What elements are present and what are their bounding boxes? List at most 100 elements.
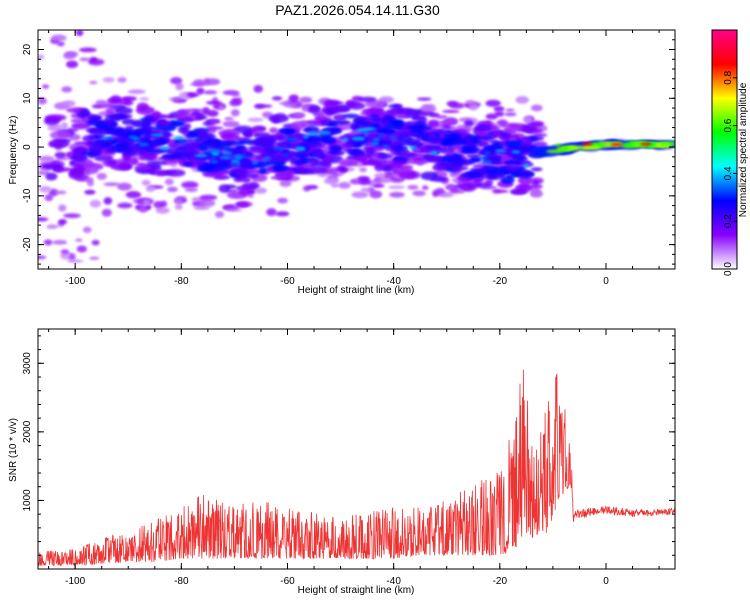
- core-blob: [258, 166, 268, 174]
- noise-blob: [89, 80, 98, 85]
- colorbar-tick-label: 0.2: [723, 214, 734, 228]
- core-blob: [492, 141, 502, 148]
- core-blob: [290, 159, 311, 164]
- noise-blob: [530, 104, 543, 112]
- core-blob: [121, 118, 134, 125]
- highlight-blob: [483, 151, 492, 155]
- core-blob: [87, 118, 103, 127]
- highlight-blob: [231, 162, 240, 168]
- core-blob: [198, 143, 209, 152]
- highlight-blob: [430, 150, 439, 155]
- noise-blob: [492, 189, 509, 193]
- noise-blob: [230, 109, 240, 117]
- core-blob: [341, 143, 355, 148]
- y-tick-label: -20: [22, 237, 33, 252]
- highlight-blob: [251, 161, 259, 165]
- noise-blob: [82, 226, 92, 234]
- noise-blob: [323, 177, 340, 185]
- colorbar-ramp: [711, 29, 738, 270]
- noise-blob: [142, 199, 150, 207]
- band-blob: [48, 139, 70, 148]
- noise-blob: [222, 120, 240, 128]
- core-blob: [307, 137, 323, 143]
- noise-blob: [145, 185, 156, 192]
- core-blob: [439, 146, 455, 155]
- noise-blob: [485, 99, 501, 107]
- noise-blob: [174, 198, 184, 205]
- tail-peak-blob: [628, 140, 637, 144]
- core-blob: [504, 163, 520, 172]
- noise-blob: [38, 54, 45, 60]
- x-tick-label: -100: [65, 276, 85, 287]
- noise-blob: [465, 100, 475, 105]
- core-blob: [390, 145, 408, 152]
- core-blob: [235, 170, 248, 178]
- core-blob: [193, 137, 204, 144]
- x-tick-label: -40: [386, 576, 401, 587]
- noise-blob: [68, 253, 76, 261]
- highlight-blob: [481, 160, 493, 164]
- band-blob: [308, 105, 321, 114]
- band-blob: [521, 124, 537, 133]
- band-blob: [105, 107, 115, 116]
- core-blob: [304, 126, 320, 134]
- snr-x-axis-label: Height of straight line (km): [298, 585, 415, 596]
- band-blob: [151, 110, 161, 120]
- noise-blob: [407, 184, 419, 190]
- noise-blob: [271, 96, 283, 101]
- core-blob: [385, 116, 396, 121]
- band-blob: [106, 160, 117, 166]
- x-tick-label: -20: [493, 276, 508, 287]
- core-blob: [264, 135, 285, 141]
- noise-blob: [78, 47, 97, 53]
- x-tick-label: -20: [493, 576, 508, 587]
- band-blob: [475, 130, 488, 137]
- noise-blob: [505, 108, 515, 112]
- highlight-blob: [150, 133, 164, 137]
- band-blob: [359, 96, 377, 103]
- core-blob: [432, 164, 446, 172]
- noise-blob: [167, 186, 178, 193]
- colorbar-tick-label: 0.6: [723, 118, 734, 132]
- noise-blob: [60, 122, 68, 130]
- highlight-blob: [224, 156, 234, 159]
- core-blob: [376, 153, 394, 159]
- band-blob: [386, 108, 404, 116]
- noise-blob: [60, 249, 70, 255]
- core-blob: [170, 120, 180, 126]
- noise-blob: [89, 199, 102, 208]
- core-blob: [161, 153, 178, 159]
- highlight-blob: [318, 130, 331, 136]
- highlight-blob: [313, 134, 323, 138]
- highlight-blob: [211, 160, 218, 164]
- noise-blob: [102, 76, 115, 83]
- noise-blob: [318, 173, 328, 178]
- band-blob: [398, 170, 417, 180]
- x-tick-label: -80: [174, 276, 189, 287]
- highlight-blob: [382, 144, 390, 148]
- band-blob: [324, 107, 336, 116]
- band-blob: [116, 97, 132, 106]
- core-blob: [140, 117, 155, 122]
- band-blob: [44, 114, 67, 121]
- noise-blob: [199, 194, 218, 201]
- noise-blob: [84, 177, 94, 183]
- noise-blob: [54, 190, 67, 195]
- noise-blob: [416, 97, 432, 101]
- noise-blob: [253, 104, 265, 109]
- noise-blob: [375, 177, 392, 183]
- core-blob: [505, 140, 524, 148]
- noise-blob: [357, 178, 371, 186]
- highlight-blob: [173, 136, 185, 139]
- noise-blob: [441, 109, 460, 113]
- core-blob: [529, 135, 538, 142]
- band-blob: [149, 169, 171, 176]
- noise-blob: [117, 76, 127, 83]
- y-tick-label: 20: [22, 44, 33, 56]
- noise-blob: [205, 100, 222, 105]
- core-blob: [346, 148, 360, 154]
- core-blob: [141, 125, 161, 132]
- core-blob: [145, 148, 165, 154]
- core-blob: [446, 156, 466, 165]
